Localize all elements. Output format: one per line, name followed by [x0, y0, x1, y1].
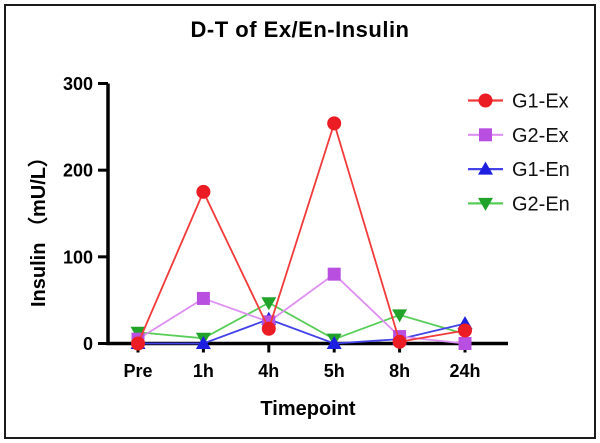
legend-marker-circle-icon — [478, 93, 493, 108]
x-tick-label: 5h — [324, 361, 345, 381]
triangle-down-marker — [392, 309, 408, 323]
x-axis-label: Timepoint — [260, 398, 356, 420]
legend-item-G2-Ex: G2-Ex — [468, 125, 569, 147]
triangle-up-marker — [195, 336, 211, 349]
circle-marker — [196, 184, 211, 199]
axes — [106, 83, 508, 346]
circle-marker — [131, 336, 145, 351]
series-G1-Ex — [131, 116, 472, 351]
y-tick-label: 300 — [63, 74, 93, 94]
square-marker — [327, 267, 341, 281]
legend-marker-triangle-down-icon — [478, 197, 493, 211]
series-line — [137, 301, 466, 341]
legend-label: G2-Ex — [512, 125, 569, 147]
legend-label: G1-En — [512, 159, 570, 181]
x-tick-label: Pre — [123, 361, 152, 381]
x-tick-label: 1h — [193, 361, 214, 381]
y-tick-label: 200 — [63, 161, 93, 181]
circle-marker — [392, 334, 407, 349]
x-tick-label: 4h — [258, 361, 279, 381]
square-marker — [458, 337, 472, 350]
y-tick-label: 100 — [63, 247, 93, 267]
legend-marker-triangle-up-icon — [478, 161, 493, 175]
circle-marker — [261, 321, 276, 336]
chart-title: D-T of Ex/En-Insulin — [190, 17, 410, 42]
x-tick-label: 8h — [389, 361, 410, 381]
legend-label: G2-En — [512, 193, 570, 215]
x-tick-label: 24h — [449, 361, 480, 381]
triangle-up-marker — [326, 336, 342, 349]
series-line — [137, 272, 466, 345]
triangle-down-marker — [261, 297, 277, 311]
legend-marker-square-icon — [479, 128, 492, 142]
series-line — [137, 120, 466, 344]
square-marker — [196, 291, 210, 305]
series-line — [138, 318, 466, 345]
circle-marker — [458, 323, 472, 338]
legend-item-G1-En: G1-En — [468, 159, 570, 181]
circle-marker — [327, 116, 342, 131]
legend-label: G1-Ex — [512, 91, 569, 113]
y-tick-label: 0 — [83, 334, 93, 354]
legend-item-G1-Ex: G1-Ex — [468, 91, 569, 113]
legend-item-G2-En: G2-En — [468, 193, 570, 215]
